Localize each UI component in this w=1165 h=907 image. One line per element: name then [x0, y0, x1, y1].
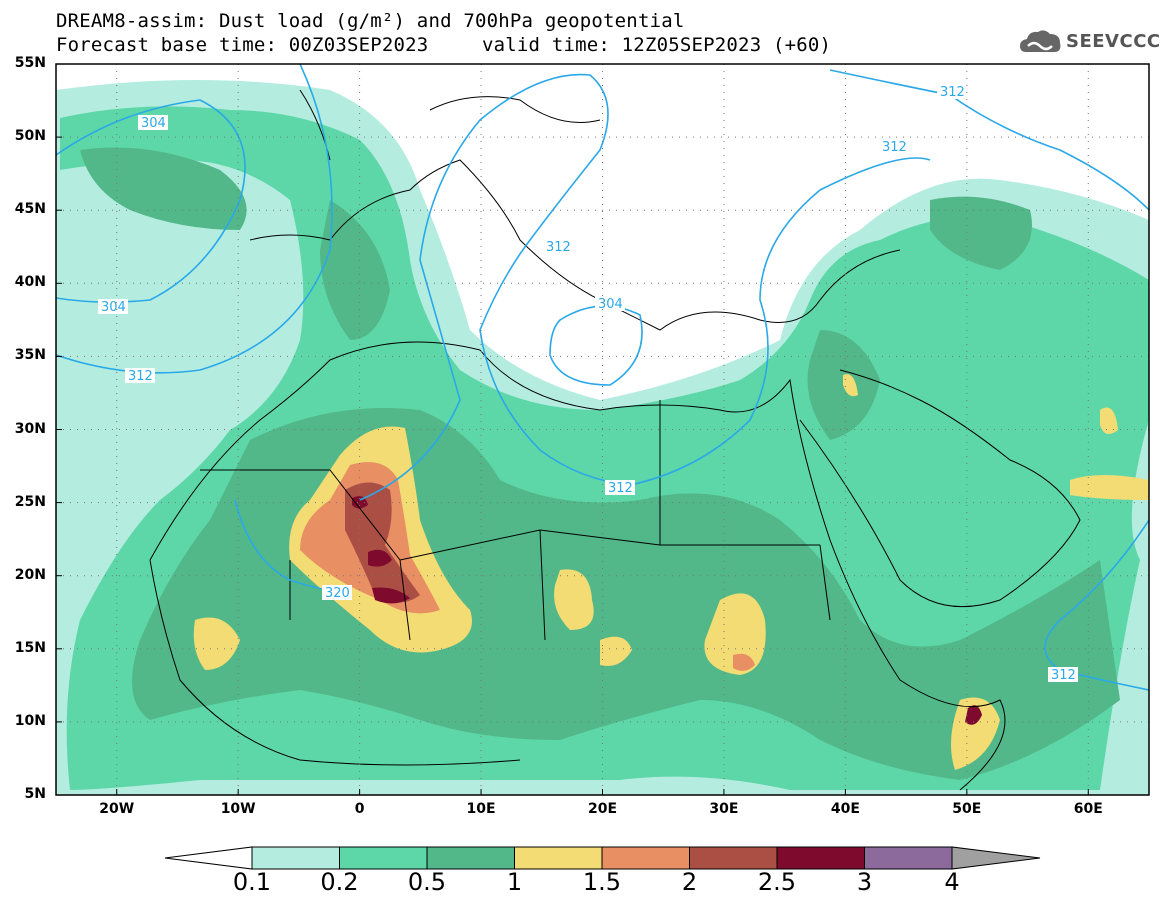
lon-label: 20E: [587, 801, 618, 817]
dust-band-yellow: [1100, 407, 1118, 434]
lat-label: 45N: [14, 201, 46, 218]
colorbar-segment: [426, 846, 515, 870]
dust-band-yellow: [843, 374, 858, 397]
colorbar-segment: [339, 846, 428, 870]
contour-304-north: [56, 99, 246, 303]
dust-band-orange: [733, 653, 755, 671]
contour-label: 312: [882, 140, 907, 155]
cloud-icon: [1020, 30, 1061, 52]
contour-312-northeast: [829, 69, 1149, 211]
colorbar-label: 1.5: [582, 868, 622, 896]
lon-label: 50E: [952, 801, 982, 817]
contour-label: 312: [1051, 668, 1076, 683]
contour-312-central: [359, 73, 931, 501]
lat-label: 50N: [14, 128, 46, 145]
colorbar-segment: [601, 846, 690, 870]
lat-label: 10N: [14, 712, 46, 729]
contour-label: 312: [546, 240, 571, 255]
dust-band-dense: [930, 196, 1032, 270]
contour-label: 312: [128, 369, 153, 384]
lon-label: 10W: [220, 801, 256, 817]
dust-band-yellow: [951, 697, 1000, 770]
border-lines: [200, 400, 831, 641]
contour-312-east: [1044, 519, 1149, 691]
lon-label: 30E: [709, 801, 739, 817]
forecast-base-time: Forecast base time: 00Z03SEP2023: [56, 34, 429, 56]
colorbar-segment: [689, 846, 778, 870]
colorbar-segment: [251, 846, 340, 870]
contour-label: 312: [940, 85, 965, 100]
colorbar-lower-triangle: [164, 846, 253, 870]
lon-label: 20W: [99, 801, 135, 817]
lon-label: 10E: [466, 801, 496, 817]
contour-labels: 304 304 312 312 312 312 312 312 320 304: [98, 84, 1078, 683]
dust-band-darkred: [352, 496, 368, 509]
lon-label: 60E: [1073, 801, 1103, 817]
valid-time: valid time: 12Z05SEP2023 (+60): [482, 34, 832, 56]
dust-band-yellow: [554, 569, 594, 630]
lat-label: 35N: [14, 347, 46, 364]
contour-label: 304: [101, 300, 126, 315]
lat-label: 40N: [14, 274, 46, 291]
colorbar-label: 0.2: [320, 868, 359, 896]
dust-band-yellow: [1070, 475, 1149, 500]
colorbar-label: 0.1: [232, 868, 272, 896]
coastline-africa: [149, 341, 1006, 791]
colorbar-label: 0.5: [407, 868, 447, 896]
dust-band-darkred: [965, 705, 982, 725]
colorbar-label: 3: [856, 868, 873, 896]
lon-label: 40E: [830, 801, 860, 817]
dust-band-darkred: [372, 587, 410, 604]
contour-314-greece: [549, 305, 643, 386]
lat-label: 55N: [14, 55, 46, 71]
dust-band-yellow: [600, 636, 632, 666]
map-title: DREAM8-assim: Dust load (g/m²) and 700hP…: [56, 10, 685, 32]
coastline-arabia: [799, 369, 1081, 608]
colorbar-label: 4: [944, 868, 960, 896]
contour-label: 312: [608, 481, 633, 496]
colorbar-segment: [776, 846, 865, 870]
dust-band-dense: [80, 147, 247, 230]
lat-label: 20N: [14, 566, 46, 583]
colorbar-segment: [514, 846, 603, 870]
axis-ticks: [56, 63, 1089, 796]
colorbar-label: 2: [681, 868, 698, 896]
dust-band-yellow: [704, 593, 766, 675]
colorbar-label: 2.5: [757, 868, 797, 896]
dust-band-dense: [320, 200, 390, 340]
logo-text: SEEVCCC: [1066, 31, 1161, 52]
dust-field: [56, 80, 1149, 795]
lat-label: 5N: [24, 786, 46, 802]
lat-label: 25N: [14, 493, 46, 510]
contour-label: 304: [598, 297, 623, 312]
contour-label: 320: [325, 586, 350, 601]
seevccc-logo: SEEVCCC: [1018, 26, 1161, 60]
contour-label: 304: [141, 116, 166, 131]
colorbar-label: 1: [506, 868, 523, 896]
dust-band-darkred: [368, 549, 392, 567]
lat-label: 30N: [14, 420, 46, 437]
lat-label: 15N: [14, 639, 46, 656]
lon-label: 0: [354, 801, 365, 817]
colorbar: [164, 846, 1041, 870]
dust-band-yellow: [193, 617, 240, 670]
colorbar-upper-triangle: [951, 846, 1041, 870]
colorbar-segment: [864, 846, 953, 870]
